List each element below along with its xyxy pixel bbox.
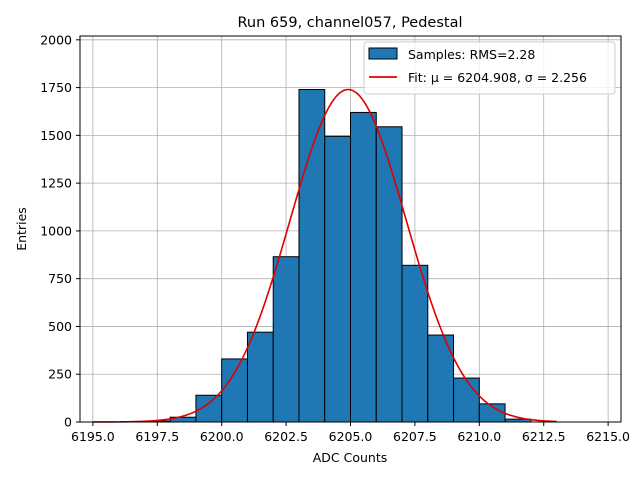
x-tick-label: 6207.5 — [393, 429, 437, 444]
histogram-bar — [350, 111, 377, 423]
legend-box — [363, 41, 616, 95]
histogram-bar — [246, 331, 274, 423]
histogram-bar — [375, 126, 403, 423]
x-tick-label: 6212.5 — [522, 429, 566, 444]
y-tick-label: 2000 — [40, 32, 72, 47]
x-tick-label: 6200.0 — [200, 429, 244, 444]
x-axis-ticks: 6195.0 6197.5 6200.0 6202.5 6205.0 6207.5 6210… — [71, 422, 630, 444]
y-axis-label: Entries — [14, 207, 29, 251]
x-tick-label: 6215.0 — [586, 429, 630, 444]
x-tick-label: 6195.0 — [71, 429, 115, 444]
histogram-bar — [221, 358, 248, 423]
legend-label-samples: Samples: RMS=2.28 — [408, 47, 535, 62]
y-tick-label: 1250 — [40, 176, 72, 191]
y-tick-label: 0 — [64, 415, 72, 430]
x-tick-label: 6205.0 — [329, 429, 373, 444]
y-tick-label: 750 — [48, 271, 72, 286]
histogram-bar — [324, 135, 352, 423]
y-tick-label: 1750 — [40, 80, 72, 95]
chart-title: Run 659, channel057, Pedestal — [237, 15, 462, 31]
x-tick-label: 6197.5 — [135, 429, 179, 444]
x-tick-label: 6202.5 — [264, 429, 308, 444]
legend-swatch-samples — [368, 47, 398, 60]
legend-label-fit: Fit: μ = 6204.908, σ = 2.256 — [408, 70, 587, 85]
histogram-bars — [143, 89, 532, 423]
y-tick-label: 500 — [48, 319, 72, 334]
y-tick-label: 1500 — [40, 128, 72, 143]
x-tick-label: 6210.0 — [457, 429, 501, 444]
y-tick-label: 250 — [48, 367, 72, 382]
x-axis-label: ADC Counts — [313, 450, 388, 465]
histogram-bar — [401, 264, 429, 423]
y-axis-ticks: 0 250 500 750 1000 1250 1500 1750 2000 — [40, 32, 80, 430]
histogram-bar — [272, 256, 300, 423]
y-tick-label: 1000 — [40, 223, 72, 238]
fit-curve — [92, 88, 557, 423]
histogram-bar — [298, 89, 326, 423]
histogram-bar — [453, 377, 480, 423]
legend: Samples: RMS=2.28 Fit: μ = 6204.908, σ =… — [363, 41, 616, 95]
